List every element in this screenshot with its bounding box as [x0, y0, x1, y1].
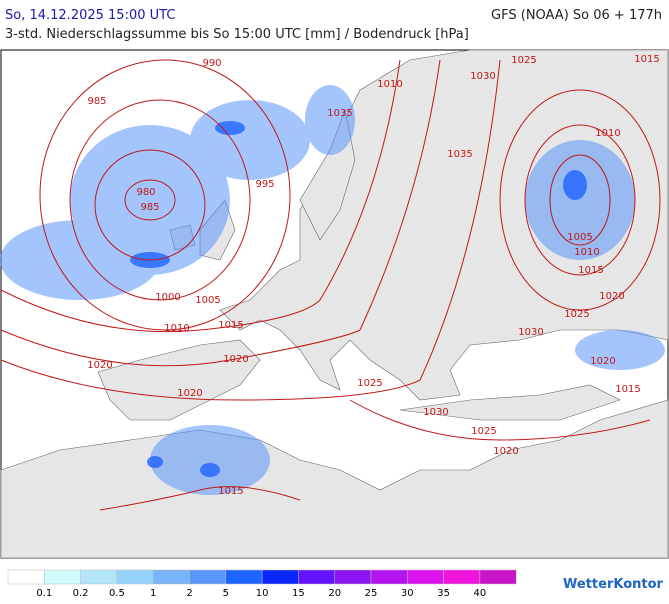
isobar-label: 990: [202, 58, 221, 69]
isobar-label: 1030: [470, 71, 495, 82]
legend-label: 40: [474, 588, 487, 599]
isobars: [0, 59, 661, 511]
isobar-label: 1020: [590, 356, 615, 367]
isobar-label: 1015: [218, 486, 243, 497]
legend-swatch: [298, 569, 335, 585]
isobar-label: 1010: [377, 79, 402, 90]
model-run: GFS (NOAA) So 06 + 177h: [491, 8, 662, 23]
legend-swatch: [116, 569, 154, 585]
legend-swatch: [479, 569, 517, 585]
isobar-label: 1015: [218, 320, 243, 331]
isobar-label: 1020: [493, 446, 518, 457]
legend-swatch: [370, 569, 408, 585]
legend: 0.1 0.2 0.5 1 2 5 10 15 20 25 30 35 40: [7, 569, 517, 599]
legend-label: 15: [292, 588, 305, 599]
isobar-label: 1035: [447, 149, 472, 160]
legend-swatch: [334, 569, 372, 585]
isobar-label: 1030: [518, 327, 543, 338]
isobar-label: 1020: [87, 360, 112, 371]
isobar-label: 1020: [599, 291, 624, 302]
legend-swatch: [7, 569, 45, 585]
isobar-label: 985: [87, 96, 106, 107]
isobar-label: 1015: [615, 384, 640, 395]
legend-swatch: [44, 569, 81, 585]
legend-label: 35: [437, 588, 450, 599]
legend-swatch: [443, 569, 481, 585]
legend-label: 0.2: [73, 588, 89, 599]
legend-label: 0.1: [36, 588, 52, 599]
isobar-label: 995: [255, 179, 274, 190]
precipitation: [0, 85, 665, 495]
isobar-label: 1035: [327, 108, 352, 119]
isobar-label: 1010: [595, 128, 620, 139]
isobar-label: 1005: [567, 232, 592, 243]
legend-label: 10: [256, 588, 269, 599]
isobar-label: 1000: [155, 292, 180, 303]
legend-swatch: [261, 569, 299, 585]
legend-label: 2: [186, 588, 192, 599]
legend-label: 30: [401, 588, 414, 599]
legend-label: 1: [150, 588, 156, 599]
datetime: So, 14.12.2025 15:00 UTC: [5, 8, 175, 23]
legend-label: 25: [365, 588, 378, 599]
isobar-label: 1025: [511, 55, 536, 66]
isobar-label: 1025: [471, 426, 496, 437]
isobar-label: 985: [140, 202, 159, 213]
legend-swatch: [189, 569, 227, 585]
isobar-label: 1025: [357, 378, 382, 389]
isobar-label: 1010: [574, 247, 599, 258]
map: 990 985 980 985 995 1000 1005 1010 1015 1020 1020 1…: [0, 49, 669, 559]
isobar-label: 1020: [223, 354, 248, 365]
isobar-label: 1015: [578, 265, 603, 276]
brand-logo: WetterKontor: [563, 577, 664, 592]
legend-swatch: [152, 569, 190, 585]
isobar-label: 1015: [634, 54, 659, 65]
isobar-label: 1025: [564, 309, 589, 320]
legend-label: 20: [328, 588, 341, 599]
subtitle: 3-std. Niederschlagssumme bis So 15:00 U…: [5, 27, 469, 42]
legend-swatch: [80, 569, 118, 585]
legend-swatch: [407, 569, 444, 585]
legend-swatch: [225, 569, 263, 585]
isobar-label: 980: [136, 187, 155, 198]
legend-label: 5: [223, 588, 229, 599]
isobar-label: 1005: [195, 295, 220, 306]
isobar-label: 1010: [164, 323, 189, 334]
legend-label: 0.5: [109, 588, 125, 599]
isobar-label: 1030: [423, 407, 448, 418]
isobar-label: 1020: [177, 388, 202, 399]
